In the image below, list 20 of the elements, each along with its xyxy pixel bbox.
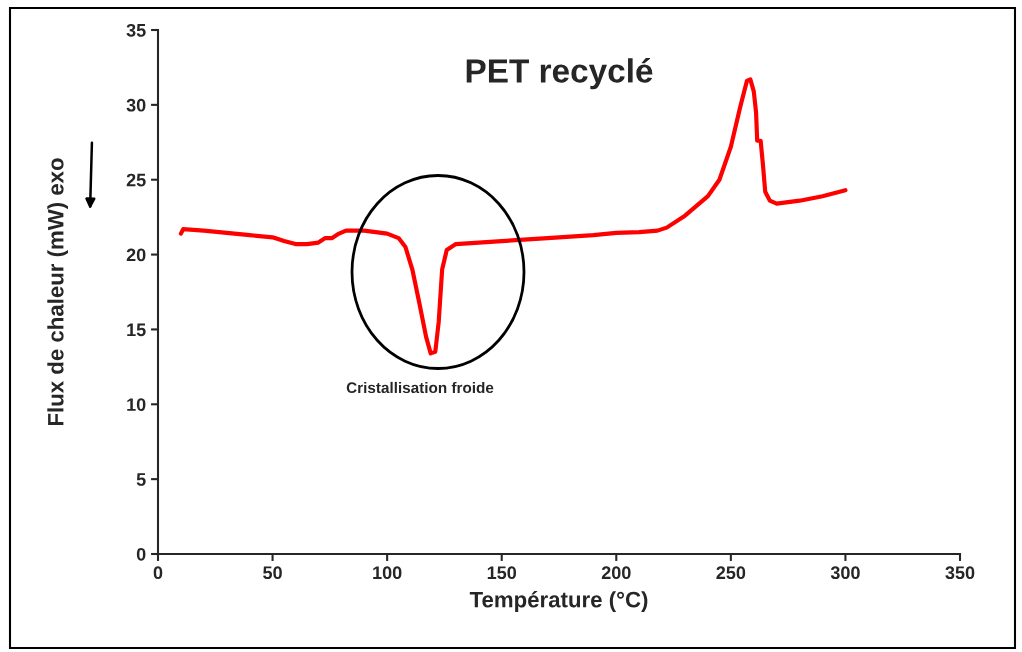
y-tick-label: 10 (127, 398, 146, 412)
y-tick-label: 0 (136, 547, 146, 561)
x-tick-label: 0 (153, 566, 163, 580)
y-tick-label: 35 (126, 23, 146, 37)
y-tick-label: 15 (127, 323, 146, 337)
x-tick-label: 200 (601, 566, 631, 580)
x-tick-label: 250 (716, 566, 746, 580)
x-tick-label: 100 (373, 566, 402, 580)
x-axis-title: Température (°C) (469, 590, 648, 612)
y-tick-label: 25 (126, 173, 146, 187)
y-tick-label: 5 (136, 473, 146, 486)
x-tick-label: 350 (945, 566, 975, 580)
y-tick-label: 20 (126, 248, 146, 262)
x-tick-label: 300 (830, 566, 860, 580)
x-tick-label: 150 (487, 566, 517, 580)
y-tick-label: 30 (126, 98, 146, 112)
x-tick-label: 50 (263, 566, 282, 580)
y-axis-title: Flux de chaleur (mW) exo (47, 158, 68, 426)
text: PET recyclé (466, 57, 653, 90)
annotation: Cristallisation froide (346, 381, 494, 394)
